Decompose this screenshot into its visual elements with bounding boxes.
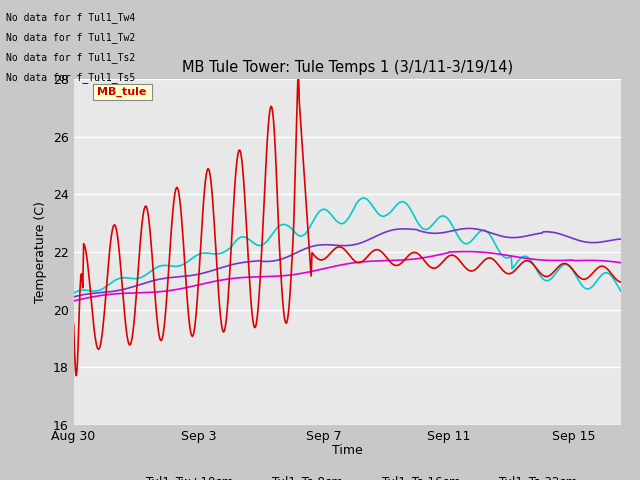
Y-axis label: Temperature (C): Temperature (C) xyxy=(35,201,47,303)
X-axis label: Time: Time xyxy=(332,444,363,457)
Text: MB_tule: MB_tule xyxy=(97,87,147,97)
Text: No data for f Tul1_Ts2: No data for f Tul1_Ts2 xyxy=(6,52,136,63)
Text: No data for f Tul1_Tw2: No data for f Tul1_Tw2 xyxy=(6,32,136,43)
Text: No data for f_Tul1_Ts5: No data for f_Tul1_Ts5 xyxy=(6,72,136,84)
Legend: Tul1_Tw+10cm, Tul1_Ts-8cm, Tul1_Ts-16cm, Tul1_Ts-32cm: Tul1_Tw+10cm, Tul1_Ts-8cm, Tul1_Ts-16cm,… xyxy=(112,471,582,480)
Title: MB Tule Tower: Tule Temps 1 (3/1/11-3/19/14): MB Tule Tower: Tule Temps 1 (3/1/11-3/19… xyxy=(182,60,513,75)
Text: No data for f Tul1_Tw4: No data for f Tul1_Tw4 xyxy=(6,12,136,23)
